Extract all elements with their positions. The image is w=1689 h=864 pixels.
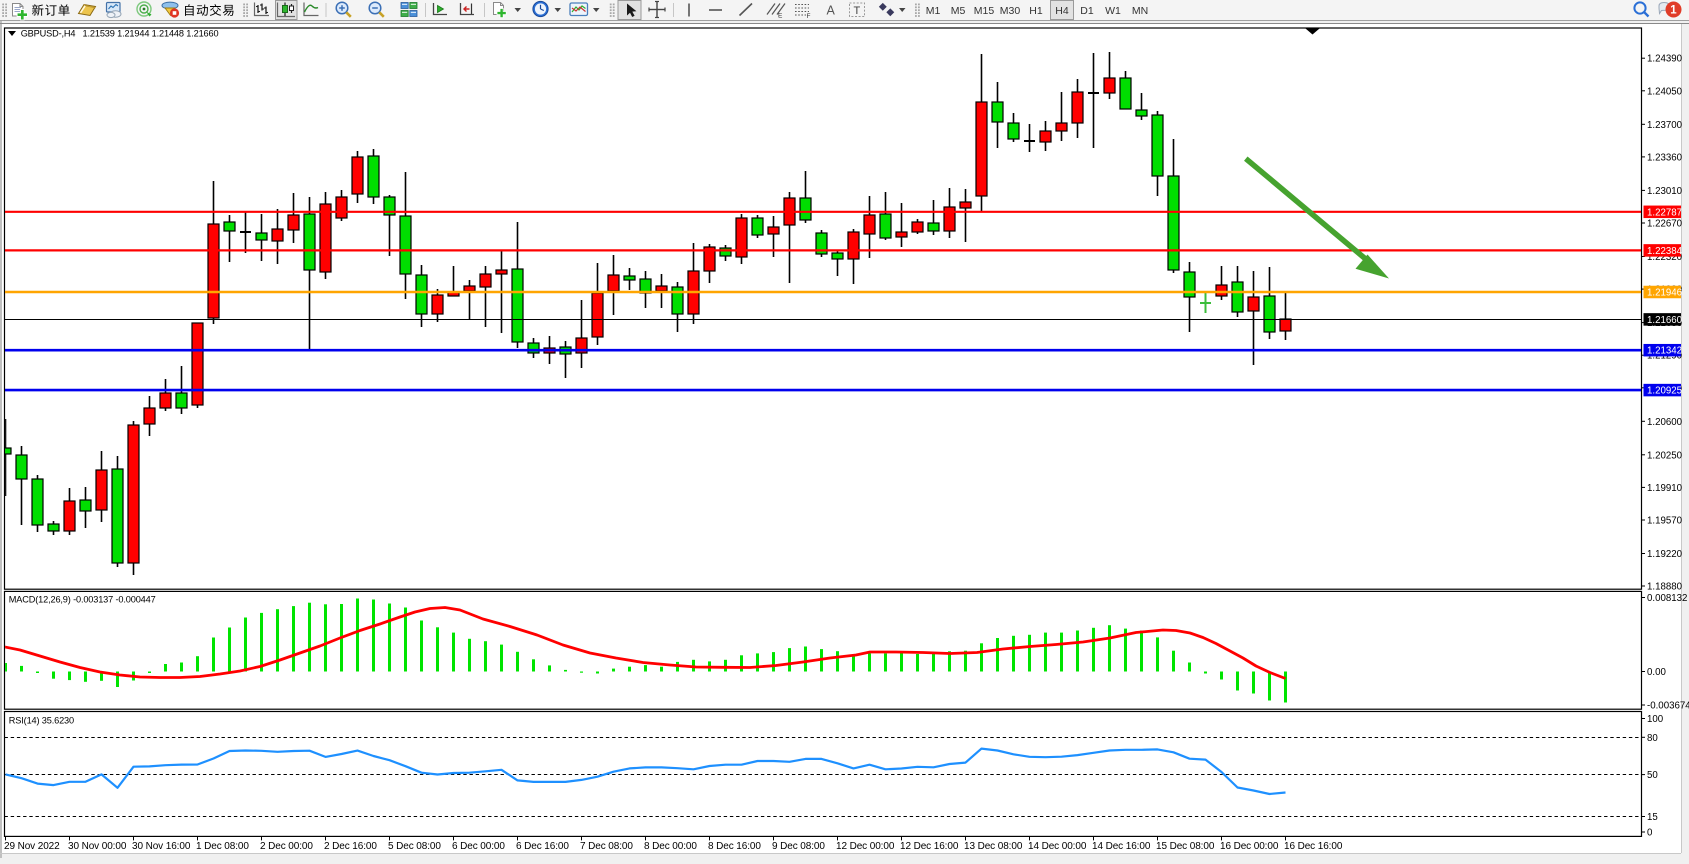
svg-text:1.22384: 1.22384 — [1647, 246, 1683, 257]
svg-text:29 Nov 2022: 29 Nov 2022 — [4, 841, 60, 852]
svg-text:1.19220: 1.19220 — [1647, 549, 1683, 560]
svg-text:W1: W1 — [1105, 5, 1121, 17]
svg-text:14 Dec 16:00: 14 Dec 16:00 — [1092, 841, 1151, 852]
svg-text:E: E — [778, 13, 783, 20]
svg-text:30 Nov 16:00: 30 Nov 16:00 — [132, 841, 191, 852]
svg-text:1.21660: 1.21660 — [1647, 315, 1683, 326]
svg-text:H4: H4 — [1055, 5, 1069, 17]
svg-text:D1: D1 — [1080, 5, 1094, 17]
svg-text:1.23010: 1.23010 — [1647, 186, 1683, 197]
svg-text:0.008132: 0.008132 — [1647, 593, 1687, 604]
svg-text:13 Dec 08:00: 13 Dec 08:00 — [964, 841, 1023, 852]
svg-text:1.22787: 1.22787 — [1647, 207, 1682, 218]
svg-text:12 Dec 16:00: 12 Dec 16:00 — [900, 841, 959, 852]
svg-text:2 Dec 16:00: 2 Dec 16:00 — [324, 841, 377, 852]
svg-text:6 Dec 00:00: 6 Dec 00:00 — [452, 841, 505, 852]
svg-text:MN: MN — [1132, 5, 1148, 17]
svg-text:F: F — [807, 13, 811, 20]
svg-text:1.20925: 1.20925 — [1647, 386, 1682, 397]
svg-text:GBPUSD-,H4 1.21539 1.21944 1: GBPUSD-,H4 1.21539 1.21944 1.21448 1.216… — [21, 28, 219, 38]
svg-text:16 Dec 00:00: 16 Dec 00:00 — [1220, 841, 1279, 852]
svg-text:5 Dec 08:00: 5 Dec 08:00 — [388, 841, 441, 852]
svg-text:8 Dec 16:00: 8 Dec 16:00 — [708, 841, 761, 852]
svg-text:A: A — [827, 4, 836, 18]
svg-text:0.00: 0.00 — [1647, 667, 1666, 678]
svg-text:1.18880: 1.18880 — [1647, 582, 1683, 593]
svg-text:0: 0 — [1647, 828, 1653, 839]
svg-text:1.21946: 1.21946 — [1647, 288, 1682, 299]
svg-text:9 Dec 08:00: 9 Dec 08:00 — [772, 841, 825, 852]
svg-text:7 Dec 08:00: 7 Dec 08:00 — [580, 841, 633, 852]
svg-text:RSI(14) 35.6230: RSI(14) 35.6230 — [9, 716, 74, 726]
svg-text:1.23700: 1.23700 — [1647, 120, 1683, 131]
svg-text:1.24050: 1.24050 — [1647, 86, 1683, 97]
svg-text:1.20250: 1.20250 — [1647, 450, 1683, 461]
svg-text:6 Dec 16:00: 6 Dec 16:00 — [516, 841, 569, 852]
svg-text:M15: M15 — [974, 5, 995, 17]
svg-text:1.19570: 1.19570 — [1647, 516, 1683, 527]
svg-text:T: T — [854, 5, 861, 17]
svg-text:M5: M5 — [951, 5, 966, 17]
svg-text:1.19910: 1.19910 — [1647, 483, 1683, 494]
svg-text:1.20600: 1.20600 — [1647, 417, 1683, 428]
svg-text:100: 100 — [1647, 714, 1664, 725]
svg-text:-0.003674: -0.003674 — [1647, 701, 1689, 712]
svg-text:1.22320: 1.22320 — [1647, 252, 1683, 263]
svg-text:30 Nov 00:00: 30 Nov 00:00 — [68, 841, 127, 852]
svg-text:1: 1 — [1670, 5, 1677, 17]
svg-text:MACD(12,26,9) -0.003137 -0.000: MACD(12,26,9) -0.003137 -0.000447 — [9, 595, 156, 605]
svg-text:1 Dec 08:00: 1 Dec 08:00 — [196, 841, 249, 852]
svg-text:H1: H1 — [1029, 5, 1043, 17]
svg-text:1.22670: 1.22670 — [1647, 219, 1683, 230]
svg-text:15: 15 — [1647, 812, 1658, 823]
svg-text:15 Dec 08:00: 15 Dec 08:00 — [1156, 841, 1215, 852]
svg-text:2 Dec 00:00: 2 Dec 00:00 — [260, 841, 313, 852]
svg-text:1.24390: 1.24390 — [1647, 54, 1683, 65]
svg-text:12 Dec 00:00: 12 Dec 00:00 — [836, 841, 895, 852]
svg-text:16 Dec 16:00: 16 Dec 16:00 — [1284, 841, 1343, 852]
svg-text:M30: M30 — [1000, 5, 1021, 17]
svg-text:1.23360: 1.23360 — [1647, 152, 1683, 163]
svg-text:50: 50 — [1647, 770, 1658, 781]
svg-text:14 Dec 00:00: 14 Dec 00:00 — [1028, 841, 1087, 852]
svg-text:M1: M1 — [926, 5, 941, 17]
svg-text:80: 80 — [1647, 733, 1658, 744]
svg-text:8 Dec 00:00: 8 Dec 00:00 — [644, 841, 697, 852]
svg-text:1.21342: 1.21342 — [1647, 346, 1682, 357]
